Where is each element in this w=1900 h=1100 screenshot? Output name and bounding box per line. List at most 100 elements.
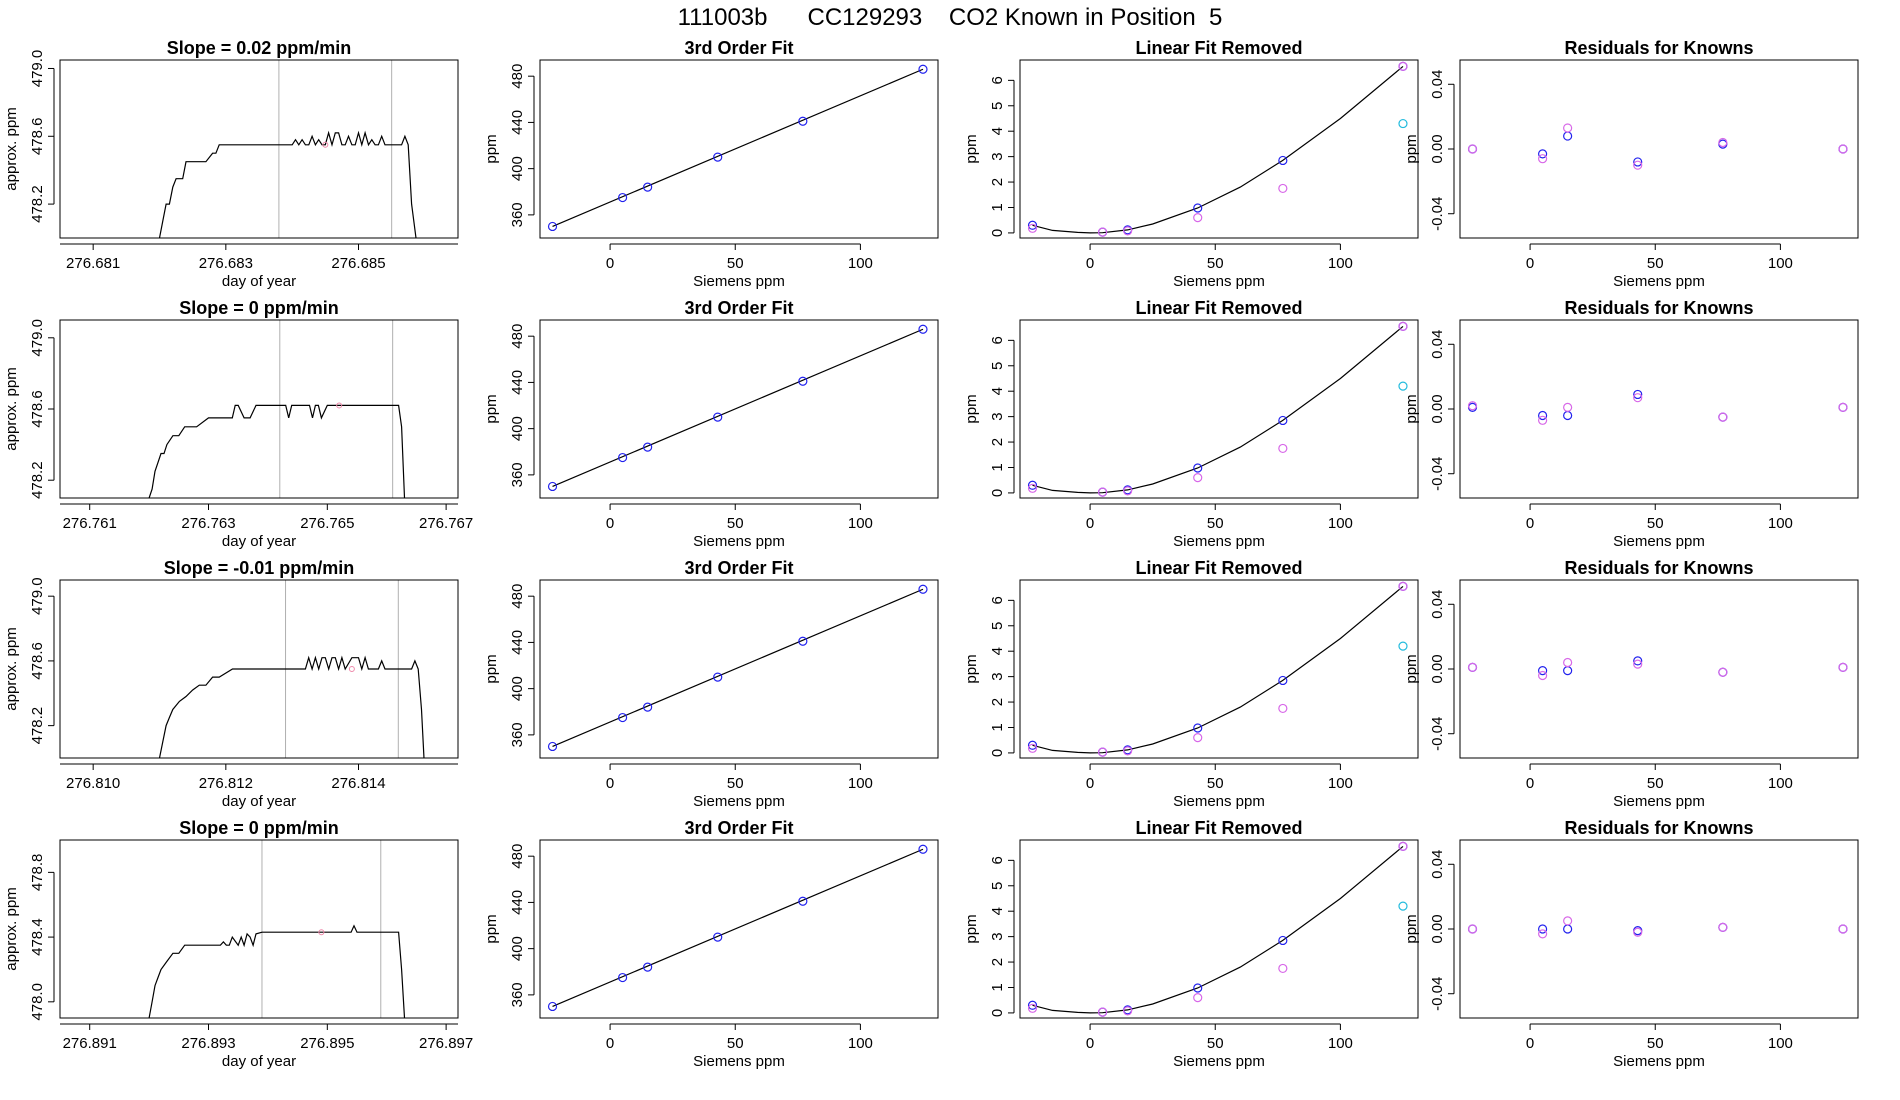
x-tick-label: 50 [1647,255,1664,272]
y-tick-label: -0.04 [1429,977,1446,1011]
data-point-blue [618,192,628,203]
x-tick-label: 50 [727,255,744,272]
x-tick-label: 0 [1526,515,1534,532]
data-point-blue [1538,149,1548,159]
data-point-blue [1633,389,1643,400]
y-tick-label: 0.00 [1429,394,1446,423]
fit-line [552,588,924,747]
x-tick-label: 0 [1086,1035,1094,1052]
fit-curve [1032,585,1404,754]
data-point-blue [1633,157,1643,167]
plot-area [1467,123,1848,170]
data-point-blue [618,712,628,723]
y-tick-label: 3 [989,152,1006,160]
plot-frame [59,579,459,759]
plot-frame [1459,839,1859,1019]
data-point-magenta [1278,703,1288,714]
y-tick-label: 0 [989,229,1006,237]
data-point-blue [1563,924,1573,934]
chart-title: Slope = 0.02 ppm/min [167,38,352,58]
x-tick-label: 50 [727,775,744,792]
data-point-cyan [1398,901,1408,911]
x-axis-label: Siemens ppm [1613,533,1705,550]
y-tick-label: 480 [509,324,526,349]
y-tick-label: 478.0 [29,983,46,1021]
chart-r4-trace: Slope = 0 ppm/min 276.891 276.893 276.895 27… [3,818,473,1070]
x-tick-label: 100 [1768,1035,1793,1052]
chart-title: 3rd Order Fit [684,818,793,838]
data-point-blue [643,442,653,452]
plot-area [148,320,406,498]
plot-area [1027,321,1408,497]
fit-curve [1032,65,1404,234]
y-tick-label: 0.00 [1429,914,1446,943]
y-axis-label: ppm [1403,394,1420,423]
data-point-magenta [1633,393,1643,403]
data-point-blue [1193,983,1203,993]
y-tick-label: 4 [989,907,1006,915]
figure-title: 111003b CC129293 CO2 Known in Position 5 [677,4,1223,31]
data-point-blue [918,324,928,334]
y-tick-label: 479.0 [29,577,46,615]
x-tick-label: 100 [1328,1035,1353,1052]
x-tick-label: 276.767 [419,515,473,532]
y-tick-label: 400 [509,936,526,961]
x-tick-label: 276.681 [66,255,120,272]
data-point-magenta [1123,226,1133,236]
chart-title: Residuals for Knowns [1564,818,1753,838]
x-axis-label: Siemens ppm [1173,533,1265,550]
x-axis-label: day of year [222,1053,296,1070]
x-tick-label: 50 [1647,1035,1664,1052]
data-point-blue [1027,220,1038,230]
y-tick-label: 1 [989,203,1006,211]
y-tick-label: -0.04 [1429,197,1446,231]
chart-title: Slope = -0.01 ppm/min [164,558,355,578]
y-tick-label: 4 [989,647,1006,655]
y-axis-label: approx. ppm [3,887,20,970]
x-tick-label: 50 [1647,515,1664,532]
x-axis-label: Siemens ppm [1613,1053,1705,1070]
data-point-magenta [1633,160,1643,170]
x-tick-label: 276.893 [181,1035,235,1052]
data-point-magenta [1193,993,1203,1003]
plot-frame [539,839,939,1019]
x-axis-label: Siemens ppm [693,533,785,550]
data-point-magenta [1098,487,1108,497]
x-axis-label: Siemens ppm [1173,273,1265,290]
y-tick-label: 478.4 [29,918,46,956]
data-point-blue [1027,1000,1038,1010]
y-tick-label: 6 [989,596,1006,604]
plot-area [547,324,928,492]
y-tick-label: -0.04 [1429,457,1446,491]
y-tick-label: 2 [989,178,1006,186]
y-tick-label: 480 [509,64,526,89]
chart-title: Residuals for Knowns [1564,558,1753,578]
data-point-magenta [1193,473,1203,483]
data-point-blue [643,962,653,972]
y-axis-label: ppm [483,394,500,423]
x-tick-label: 100 [1768,775,1793,792]
plot-frame [59,839,459,1019]
chart-r2-trace: Slope = 0 ppm/min 276.761 276.763 276.765 27… [3,298,473,550]
x-axis-label: day of year [222,793,296,810]
plot-frame [1019,59,1419,239]
y-tick-label: 2 [989,698,1006,706]
y-tick-label: 0.00 [1429,134,1446,163]
chart-r1-trace: Slope = 0.02 ppm/min 276.681 276.683 276.68… [3,38,459,290]
data-point-magenta [1193,733,1203,743]
y-tick-label: 0.00 [1429,654,1446,683]
y-axis-label: ppm [483,914,500,943]
chart-r2-residuals: Residuals for Knowns 0 50 100 Siemens ppm -0.… [1403,298,1859,550]
data-point-magenta [1123,746,1133,756]
x-tick-label: 276.683 [199,255,253,272]
y-tick-label: 6 [989,856,1006,864]
data-point-magenta [1123,1006,1133,1016]
x-tick-label: 50 [727,515,744,532]
y-tick-label: 360 [509,202,526,227]
x-axis-label: Siemens ppm [693,793,785,810]
y-tick-label: 0.04 [1429,590,1446,619]
plot-area [547,844,928,1012]
data-point-blue [547,741,558,752]
y-tick-label: 3 [989,932,1006,940]
data-point-blue [713,152,723,162]
